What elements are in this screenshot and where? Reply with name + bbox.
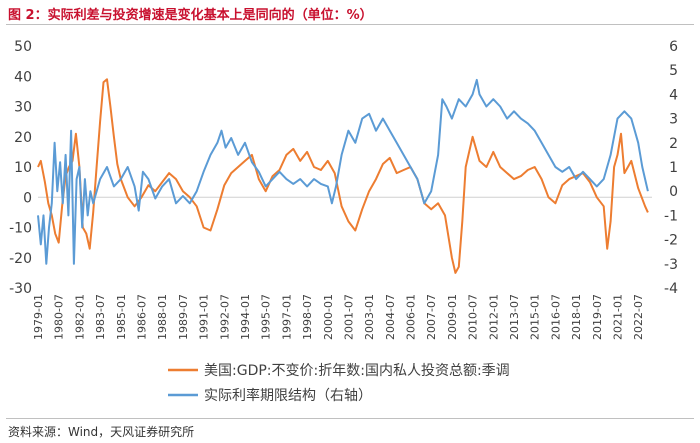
left-y-tick-label: 20 [14,130,32,146]
right-y-tick-label: -1 [664,208,678,224]
right-y-tick-label: 3 [669,112,678,128]
right-y-tick-label: -2 [664,233,678,249]
footer-divider [6,418,694,419]
series-line-real-rate-term-structure [37,78,649,265]
x-tick-label: 1985-01 [115,294,128,340]
left-y-axis: -30 -20 -10 0 10 20 30 40 50 [9,39,32,297]
left-y-tick-label: 10 [14,160,32,176]
x-tick-label: 1980-07 [53,294,66,340]
x-tick-label: 2013-07 [508,294,521,340]
left-y-tick-label: 40 [14,69,32,85]
left-y-tick-label: 0 [23,190,32,206]
legend: 美国:GDP:不变价:折年数:国内私人投资总额:季调 实际利率期限结构（右轴） [168,363,510,404]
x-tick-label: 1983-07 [94,294,107,340]
source-note: 资料来源：Wind，天风证券研究所 [8,425,195,439]
x-tick-label: 1991-01 [198,294,211,340]
x-tick-label: 1988-01 [156,294,169,340]
right-y-tick-label: 1 [669,160,678,176]
x-tick-label: 1994-01 [239,294,252,340]
x-tick-label: 2003-01 [363,294,376,340]
right-y-axis: -4 -3 -2 -1 0 1 2 3 4 5 6 [664,39,678,297]
left-y-tick-label: 50 [14,39,32,55]
x-tick-label: 2007-07 [425,294,438,340]
title-divider [6,24,694,25]
right-y-tick-label: 2 [669,136,678,152]
x-tick-label: 2019-07 [591,294,604,340]
left-y-tick-label: 30 [14,100,32,116]
series-layer [37,78,649,274]
x-tick-label: 1986-07 [135,294,148,340]
left-y-tick-label: -10 [9,221,32,237]
series-line-investment-growth [37,78,649,274]
right-y-tick-label: 5 [669,63,678,79]
x-tick-label: 2015-01 [529,294,542,340]
x-tick-label: 2022-07 [632,294,645,340]
right-y-tick-label: 0 [669,184,678,200]
x-tick-label: 2006-01 [405,294,418,340]
left-y-tick-label: -20 [9,251,32,267]
x-tick-label: 1979-01 [32,294,45,340]
x-tick-label: 2010-07 [467,294,480,340]
x-tick-label: 1982-01 [73,294,86,340]
x-tick-label: 1997-01 [280,294,293,340]
x-axis: 1979-01 1980-07 1982-01 1983-07 1985-01 1986-… [32,294,645,340]
x-tick-label: 1995-07 [260,294,273,340]
x-tick-label: 2012-01 [487,294,500,340]
x-tick-label: 2018-01 [570,294,583,340]
figure-title: 图 2：实际利差与投资增速是变化基本上是同向的（单位：%） [8,8,373,23]
x-tick-label: 1998-07 [301,294,314,340]
x-tick-label: 2004-07 [384,294,397,340]
x-tick-label: 2009-01 [446,294,459,340]
x-tick-label: 1989-07 [177,294,190,340]
right-y-tick-label: -4 [664,281,678,297]
left-y-tick-label: -30 [9,281,32,297]
x-tick-label: 2016-07 [549,294,562,340]
x-tick-label: 2000-01 [322,294,335,340]
right-y-tick-label: 4 [669,87,678,103]
legend-label-series2: 实际利率期限结构（右轴） [204,387,372,404]
x-tick-label: 1992-07 [218,294,231,340]
legend-label-series1: 美国:GDP:不变价:折年数:国内私人投资总额:季调 [204,363,510,379]
x-tick-label: 2001-07 [342,294,355,340]
right-y-tick-label: 6 [669,39,678,55]
right-y-tick-label: -3 [664,257,678,273]
x-tick-label: 2021-01 [612,294,625,340]
